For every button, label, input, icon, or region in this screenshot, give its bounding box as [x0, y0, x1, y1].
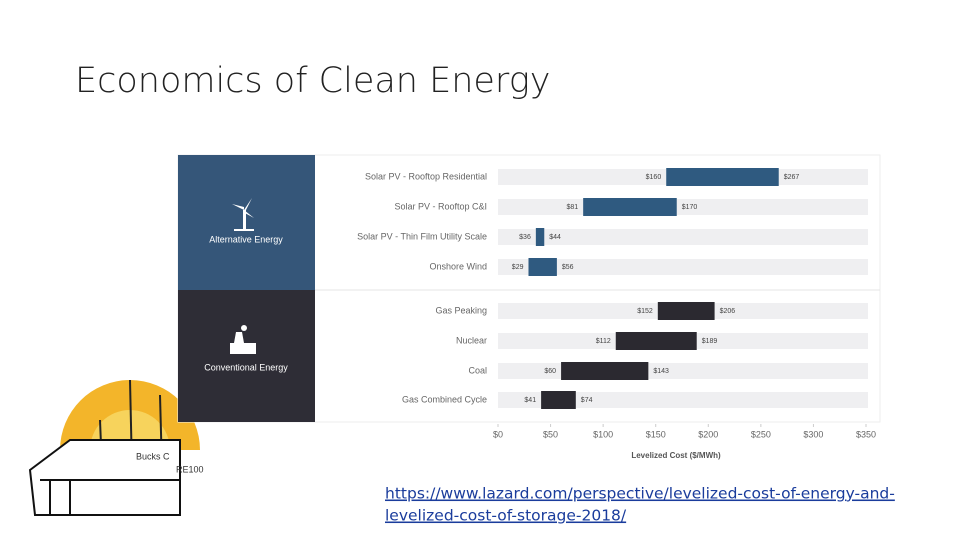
row-track — [498, 229, 868, 245]
group-label: Alternative Energy — [209, 234, 283, 244]
bar — [541, 391, 576, 409]
category-label: Solar PV - Rooftop Residential — [365, 171, 487, 181]
group-panel — [178, 155, 315, 290]
wind-icon — [232, 198, 254, 231]
category-label: Solar PV - Rooftop C&I — [394, 201, 487, 211]
value-label: $81 — [566, 204, 578, 211]
category-label: Coal — [468, 365, 487, 375]
x-tick-label: $0 — [493, 429, 503, 439]
value-label: $56 — [562, 264, 574, 271]
category-label: Gas Combined Cycle — [402, 394, 487, 404]
x-tick-label: $250 — [751, 429, 771, 439]
value-label: $170 — [682, 204, 698, 211]
category-label: Nuclear — [456, 335, 487, 345]
group-panel — [178, 290, 315, 422]
bar — [657, 302, 715, 320]
bar — [535, 228, 545, 246]
x-tick-label: $300 — [803, 429, 823, 439]
slide-title: Economics of Clean Energy — [75, 61, 550, 101]
chart: Alternative Energy Conventional Energy Sol… — [178, 155, 880, 460]
plant-icon — [230, 325, 256, 354]
x-tick-label: $350 — [856, 429, 876, 439]
x-tick-label: $100 — [593, 429, 613, 439]
group-label: Conventional Energy — [204, 362, 288, 372]
row-track — [498, 259, 868, 275]
source-link[interactable]: https://www.lazard.com/perspective/level… — [385, 485, 895, 525]
value-label: $41 — [524, 397, 536, 404]
bar — [615, 332, 697, 350]
value-label: $36 — [519, 234, 531, 241]
bar — [666, 168, 779, 186]
bar — [528, 258, 557, 276]
x-axis-label: Levelized Cost ($/MWh) — [631, 451, 721, 460]
x-tick-label: $150 — [646, 429, 666, 439]
logo-text: Bucks C — [136, 451, 170, 461]
row-track — [498, 392, 868, 408]
value-label: $189 — [702, 338, 718, 345]
category-label: Onshore Wind — [429, 261, 487, 271]
bar — [561, 362, 649, 380]
value-label: $143 — [653, 368, 669, 375]
value-label: $60 — [544, 368, 556, 375]
value-label: $112 — [596, 338, 611, 345]
value-label: $74 — [581, 397, 593, 404]
value-label: $206 — [720, 308, 736, 315]
value-label: $29 — [512, 264, 524, 271]
logo-text: RE100 — [176, 464, 204, 474]
x-tick-label: $200 — [698, 429, 718, 439]
logo: Bucks C RE100 — [28, 379, 204, 516]
value-label: $152 — [637, 308, 653, 315]
bar — [583, 198, 677, 216]
link-line[interactable]: levelized-cost-of-storage-2018/ — [385, 507, 627, 525]
category-label: Solar PV - Thin Film Utility Scale — [357, 231, 487, 241]
value-label: $44 — [549, 234, 561, 241]
category-label: Gas Peaking — [435, 305, 487, 315]
value-label: $267 — [784, 174, 800, 181]
link-line[interactable]: https://www.lazard.com/perspective/level… — [385, 485, 895, 503]
value-label: $160 — [646, 174, 662, 181]
x-tick-label: $50 — [543, 429, 558, 439]
